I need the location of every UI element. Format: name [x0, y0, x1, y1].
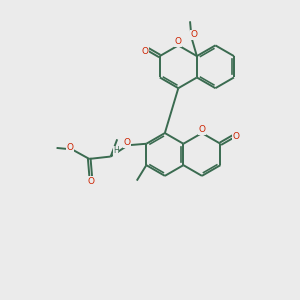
- Text: O: O: [142, 47, 148, 56]
- Text: O: O: [190, 30, 197, 39]
- Text: O: O: [198, 125, 206, 134]
- Text: O: O: [124, 138, 131, 147]
- Text: O: O: [87, 177, 94, 186]
- Text: O: O: [233, 132, 240, 141]
- Text: O: O: [175, 37, 182, 46]
- Text: H: H: [113, 146, 119, 155]
- Text: O: O: [66, 143, 73, 152]
